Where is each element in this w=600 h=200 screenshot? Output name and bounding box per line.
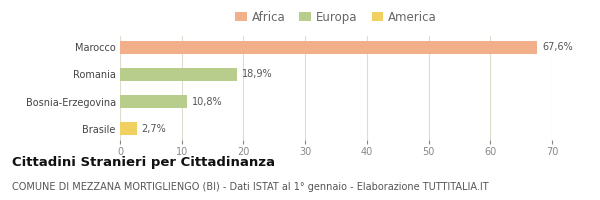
Bar [120, 41, 537, 54]
Legend: Africa, Europa, America: Africa, Europa, America [230, 6, 442, 28]
Text: 67,6%: 67,6% [542, 42, 573, 52]
Bar [120, 95, 187, 108]
Bar [120, 122, 137, 135]
Text: 2,7%: 2,7% [142, 124, 166, 134]
Text: COMUNE DI MEZZANA MORTIGLIENGO (BI) - Dati ISTAT al 1° gennaio - Elaborazione TU: COMUNE DI MEZZANA MORTIGLIENGO (BI) - Da… [12, 182, 488, 192]
Bar [120, 68, 236, 81]
Text: 10,8%: 10,8% [191, 97, 222, 107]
Text: 18,9%: 18,9% [242, 69, 272, 79]
Text: Cittadini Stranieri per Cittadinanza: Cittadini Stranieri per Cittadinanza [12, 156, 275, 169]
